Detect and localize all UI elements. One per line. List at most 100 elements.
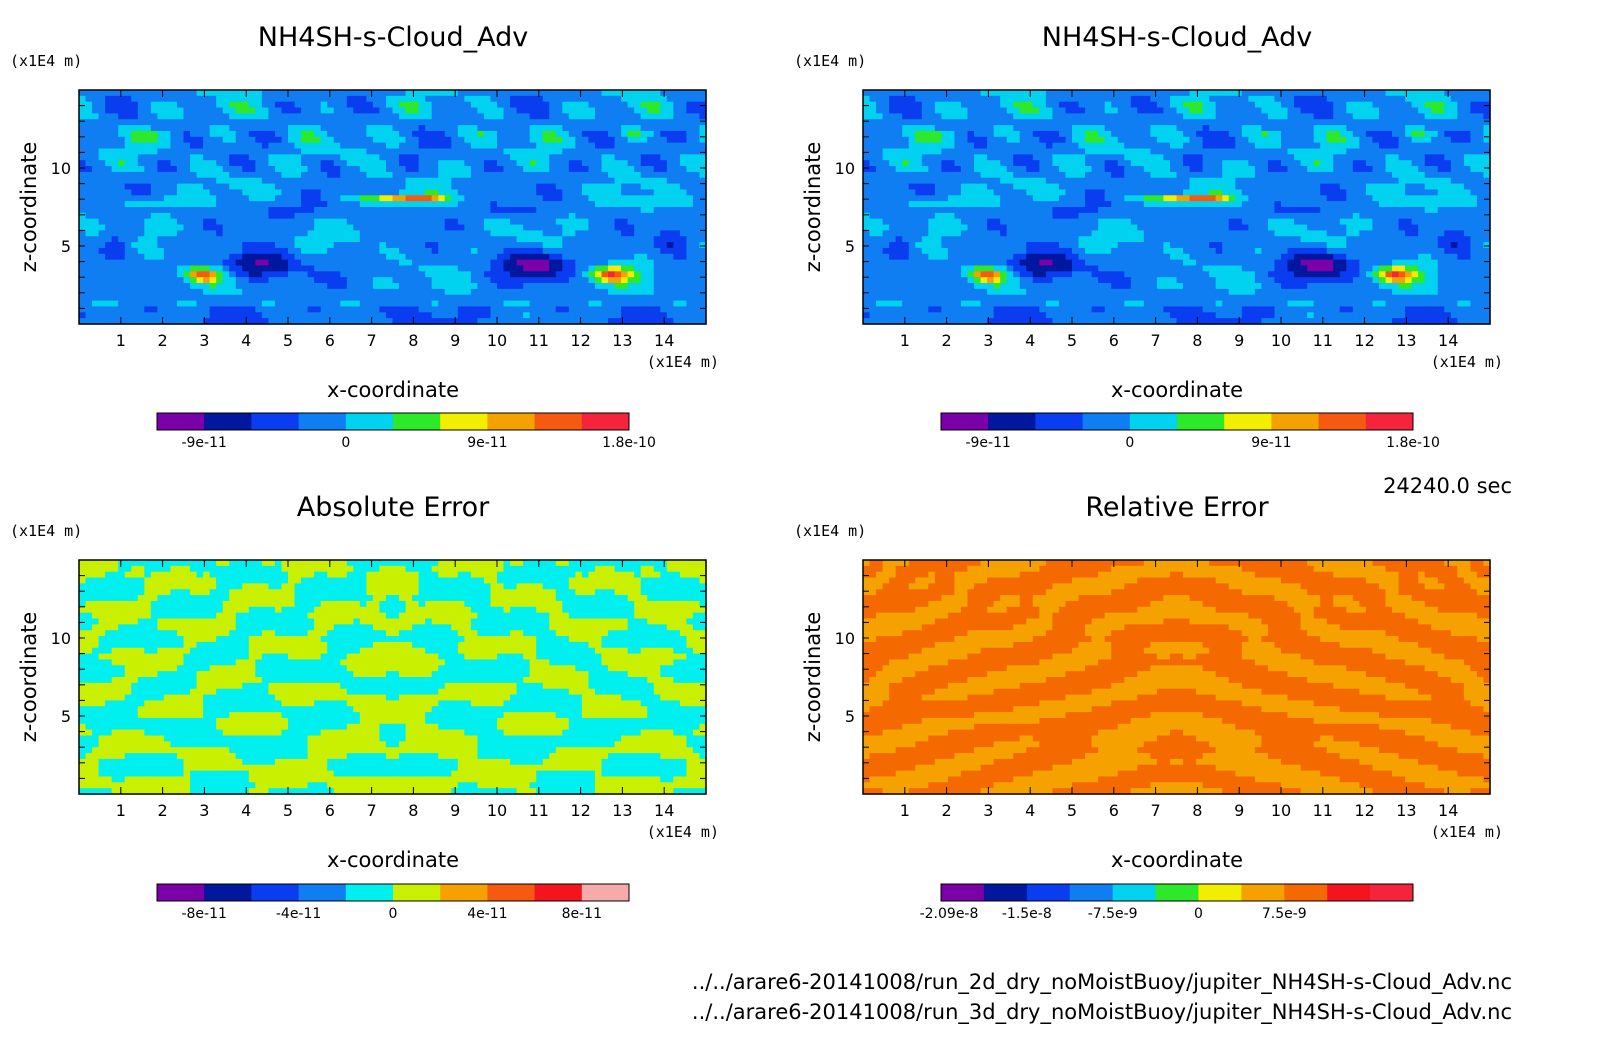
heatmap-cell — [640, 242, 648, 249]
heatmap-cell — [1241, 130, 1249, 138]
heatmap-cell — [359, 113, 367, 120]
heatmap-cell — [529, 189, 537, 196]
heatmap-cell — [993, 119, 1001, 126]
heatmap-cell — [673, 247, 681, 255]
heatmap-cell — [399, 265, 407, 272]
heatmap-cell — [1294, 113, 1302, 120]
heatmap-cell — [1470, 90, 1478, 97]
heatmap-cell — [640, 277, 648, 284]
heatmap-cell — [640, 236, 648, 243]
heatmap-cell — [1130, 90, 1138, 97]
x-tick-label: 11 — [529, 331, 549, 350]
heatmap-cell — [118, 154, 126, 161]
heatmap-cell — [1372, 113, 1380, 120]
heatmap-cell — [483, 242, 492, 249]
heatmap-cell — [314, 90, 322, 97]
heatmap-cell — [248, 230, 256, 237]
heatmap-cell — [510, 283, 518, 290]
heatmap-cell — [438, 166, 446, 173]
heatmap-cell — [1365, 125, 1374, 132]
heatmap-cell — [516, 230, 524, 237]
heatmap-cell — [359, 236, 367, 243]
heatmap-cell — [176, 224, 185, 231]
heatmap-cell — [549, 312, 557, 319]
heatmap-cell — [457, 177, 465, 185]
heatmap-cell — [288, 277, 296, 284]
heatmap-cell — [660, 259, 668, 267]
heatmap-cell — [601, 212, 609, 220]
heatmap-cell — [588, 154, 596, 161]
heatmap-cell — [255, 177, 263, 185]
heatmap-cell — [594, 224, 603, 231]
heatmap-cell — [1313, 95, 1321, 103]
heatmap-cell — [216, 242, 224, 249]
heatmap-cell — [157, 125, 165, 132]
heatmap-cell — [660, 119, 668, 126]
heatmap-cell — [333, 277, 341, 284]
heatmap-cell — [1405, 119, 1413, 126]
heatmap-cell — [176, 230, 185, 237]
heatmap-cell — [1183, 136, 1191, 144]
heatmap-cell — [346, 312, 354, 319]
heatmap-cell — [470, 271, 479, 278]
heatmap-cell — [692, 207, 701, 214]
heatmap-cell — [183, 195, 191, 202]
heatmap-cell — [660, 247, 668, 255]
heatmap-cell — [255, 230, 263, 237]
heatmap-cell — [477, 113, 485, 120]
heatmap-cell — [405, 177, 413, 185]
heatmap-cell — [333, 224, 341, 231]
heatmap-cell — [608, 247, 616, 255]
heatmap-cell — [255, 201, 263, 208]
heatmap-cell — [203, 242, 211, 249]
heatmap-cell — [222, 230, 230, 237]
heatmap-cell — [562, 242, 570, 249]
heatmap-cell — [438, 189, 446, 196]
heatmap-cell — [575, 247, 583, 255]
heatmap-cell — [555, 201, 563, 208]
heatmap-cell — [288, 253, 296, 261]
heatmap-cell — [392, 148, 400, 155]
heatmap-cell — [418, 154, 426, 161]
heatmap-cell — [555, 247, 563, 255]
heatmap-cell — [203, 212, 211, 220]
heatmap-cell — [941, 95, 949, 103]
heatmap-cell — [248, 130, 256, 138]
heatmap-cell — [268, 224, 276, 231]
heatmap-cell — [203, 201, 211, 208]
heatmap-cell — [242, 95, 250, 103]
heatmap-cell — [666, 207, 674, 214]
heatmap-cell — [385, 201, 394, 208]
heatmap-cell — [614, 242, 622, 249]
heatmap-cell — [954, 125, 962, 132]
heatmap-cell — [79, 253, 87, 261]
heatmap-cell — [536, 136, 544, 144]
heatmap-cell — [261, 119, 270, 126]
heatmap-cell — [653, 130, 661, 138]
heatmap-cell — [190, 90, 198, 97]
heatmap-cell — [346, 300, 354, 308]
heatmap-cell — [118, 95, 126, 103]
heatmap-cell — [288, 142, 296, 150]
heatmap-cell — [673, 183, 681, 191]
heatmap-cell — [281, 224, 289, 231]
heatmap-cell — [261, 253, 270, 261]
heatmap-cell — [692, 177, 701, 185]
heatmap-cell — [640, 247, 648, 255]
heatmap-cell — [581, 154, 590, 161]
heatmap-cell — [555, 253, 563, 261]
heatmap-cell — [699, 130, 707, 138]
heatmap-cell — [614, 312, 622, 319]
heatmap-cell — [301, 294, 309, 302]
heatmap-cell — [301, 125, 309, 132]
heatmap-cell — [621, 148, 629, 155]
heatmap-cell — [483, 171, 492, 179]
heatmap-cell — [399, 154, 407, 161]
heatmap-cell — [301, 195, 309, 202]
heatmap-cell — [1365, 142, 1374, 150]
heatmap-cell — [928, 101, 936, 109]
heatmap-cell — [216, 183, 224, 191]
heatmap-cell — [340, 283, 348, 290]
heatmap-cell — [438, 283, 446, 290]
heatmap-cell — [255, 288, 263, 296]
